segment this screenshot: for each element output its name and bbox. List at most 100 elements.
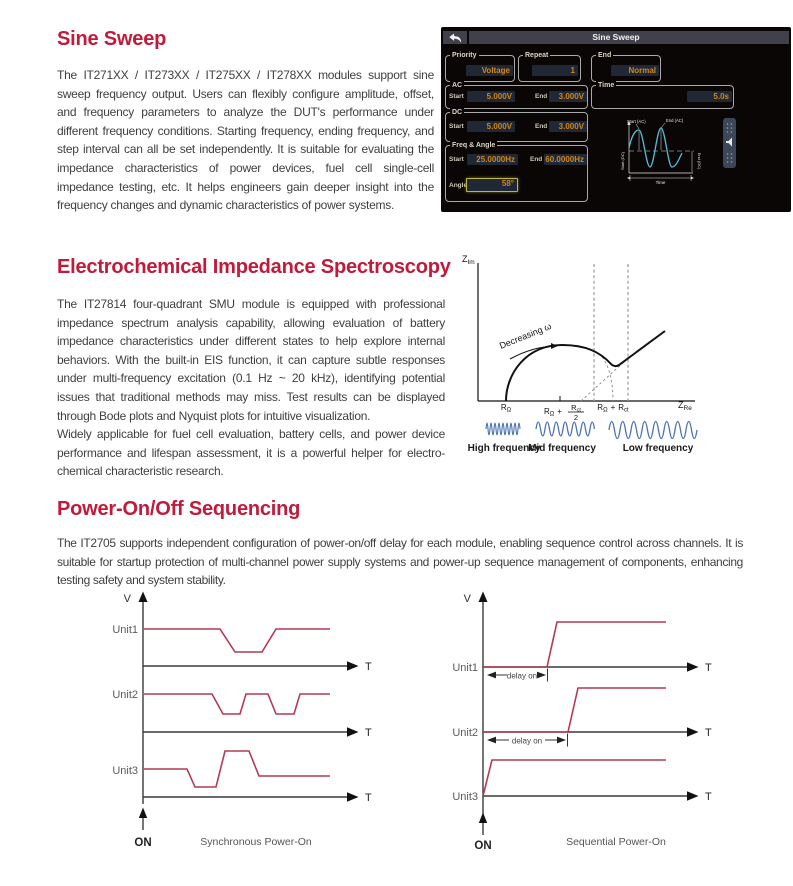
dashed-diagonal (580, 361, 625, 402)
high-frequency-wave-icon (485, 422, 521, 436)
ac-group: AC Start 5.000V End 3.000V (445, 81, 588, 109)
low-frequency-wave-icon (608, 420, 698, 440)
priority-label: Priority (450, 51, 479, 60)
end-group: End Normal (591, 51, 661, 82)
section-title-sine-sweep: Sine Sweep (57, 28, 167, 50)
sync-t-labels: T T T (365, 661, 372, 804)
sequential-power-on-diagram: delay on delay on V T T T Unit1 Unit2 Un… (452, 591, 712, 852)
ac-label: AC (450, 81, 465, 90)
dc-start-label: Start (449, 123, 464, 130)
svg-text:Unit1: Unit1 (112, 624, 138, 636)
repeat-field[interactable]: 1 (532, 65, 578, 76)
sequencing-paragraph: The IT2705 supports independent configur… (57, 536, 743, 588)
dashed-semicircle (601, 356, 614, 402)
unit1-trace (144, 628, 330, 653)
svg-text:Rct: Rct (571, 403, 581, 414)
device-sine-wave (628, 127, 683, 168)
svg-text:Mid frequency: Mid frequency (528, 443, 596, 454)
freq-end-label: End (530, 156, 543, 163)
ac-end-field[interactable]: 3.000V (549, 91, 587, 102)
seq-arrowheads (478, 591, 699, 823)
eis-paragraph-1: The IT27814 four-quadrant SMU module is … (57, 297, 445, 423)
frequency-labels: High frequency Mid frequency Low frequen… (468, 443, 694, 454)
dc-group: DC Start 5.000V End 3.000V (445, 108, 588, 142)
device-sine-diagram: Start (AC) End (AC) Start (DC) End (DC) … (620, 118, 702, 185)
svg-text:Start (DC): Start (DC) (620, 151, 625, 170)
time-field[interactable]: 5.0s (687, 91, 732, 102)
svg-text:T: T (365, 792, 372, 804)
svg-text:2: 2 (574, 413, 578, 422)
sync-unit-traces (144, 628, 330, 788)
section-title-sequencing: Power-On/Off Sequencing (57, 498, 301, 520)
v-axis-label: V (124, 593, 132, 605)
v-axis-label: V (464, 593, 472, 605)
svg-text:High frequency: High frequency (468, 443, 541, 454)
svg-text:Unit2: Unit2 (112, 689, 138, 701)
ac-end-label: End (535, 93, 548, 100)
dc-label: DC (450, 108, 465, 117)
unit1-trace (483, 621, 666, 668)
delay-annotation-2: delay on (487, 733, 568, 747)
tick-r-ohm-plus-half-rct: RΩ + Rct 2 (544, 403, 584, 422)
nyquist-axes (477, 263, 695, 402)
freq-start-field[interactable]: 25.0000Hz (467, 154, 518, 165)
priority-field[interactable]: Voltage (466, 65, 513, 76)
device-diagram-labels: Start (AC) End (AC) Start (DC) End (DC) … (620, 118, 702, 185)
svg-text:Low frequency: Low frequency (623, 443, 694, 454)
svg-text:End (DC): End (DC) (697, 153, 702, 170)
back-button[interactable] (443, 31, 469, 44)
angle-field-selected[interactable]: 58° (466, 178, 518, 192)
freq-start-label: Start (449, 156, 464, 163)
unit3-trace (482, 759, 666, 797)
tick-r-ohm-plus-rct: RΩ + Rct (597, 403, 629, 414)
svg-text:delay on: delay on (512, 737, 542, 746)
mid-frequency-wave-icon (535, 421, 596, 437)
x-axis-label: ZRe (678, 400, 692, 412)
svg-text:Start (AC): Start (AC) (627, 119, 646, 124)
repeat-group: Repeat 1 (518, 51, 581, 82)
svg-text:Unit3: Unit3 (452, 791, 478, 803)
device-titlebar: Sine Sweep (443, 31, 789, 44)
dc-end-field[interactable]: 3.000V (549, 121, 587, 132)
ac-start-label: Start (449, 93, 464, 100)
end-field[interactable]: Normal (611, 65, 659, 76)
dc-end-label: End (535, 123, 548, 130)
device-diagram-axes (628, 124, 693, 174)
impedance-curve (505, 330, 666, 402)
decreasing-omega-arrow (509, 342, 558, 360)
y-axis-label: ZIm (462, 254, 475, 266)
device-diagram-measures (629, 122, 693, 181)
priority-group: Priority Voltage (445, 51, 515, 82)
unit3-trace (144, 750, 330, 788)
seq-caption: Sequential Power-On (566, 836, 666, 848)
back-arrow-icon (449, 32, 462, 43)
speaker-icon (726, 137, 732, 147)
svg-text:T: T (705, 727, 712, 739)
seq-axes (482, 597, 687, 835)
ac-start-field[interactable]: 5.000V (467, 91, 515, 102)
frequency-wave-icons (485, 420, 698, 440)
device-screen-title: Sine Sweep (592, 32, 640, 42)
svg-text:T: T (705, 791, 712, 803)
sync-unit-labels: Unit1 Unit2 Unit3 (112, 624, 138, 777)
device-screenshot: Sine Sweep Priority Voltage Repeat 1 End… (441, 27, 791, 212)
svg-text:T: T (365, 661, 372, 673)
frequency-boundary-lines (593, 264, 629, 401)
freq-angle-group: Freq & Angle Start 25.0000Hz End 60.0000… (445, 141, 588, 202)
device-side-panel[interactable] (723, 118, 736, 168)
on-label: ON (134, 837, 151, 849)
svg-text:T: T (365, 727, 372, 739)
freq-end-field[interactable]: 60.0000Hz (544, 154, 587, 165)
on-label: ON (474, 840, 491, 852)
section-title-eis: Electrochemical Impedance Spectroscopy (57, 256, 451, 278)
tick-r-ohm: RΩ (501, 403, 512, 414)
dc-start-field[interactable]: 5.000V (467, 121, 515, 132)
end-label: End (596, 51, 614, 60)
svg-text:T: T (705, 662, 712, 674)
svg-text:Unit2: Unit2 (452, 727, 478, 739)
synchronous-power-on-diagram: V T T T Unit1 Unit2 Unit3 ON Synchronous… (112, 591, 372, 849)
delay-annotation-1: delay on (487, 668, 548, 682)
svg-text:End (AC): End (AC) (666, 118, 684, 123)
svg-text:Unit3: Unit3 (112, 765, 138, 777)
nyquist-diagram: Decreasing ω ZIm ZRe RΩ RΩ + Rct 2 RΩ + Rct… (462, 254, 698, 454)
